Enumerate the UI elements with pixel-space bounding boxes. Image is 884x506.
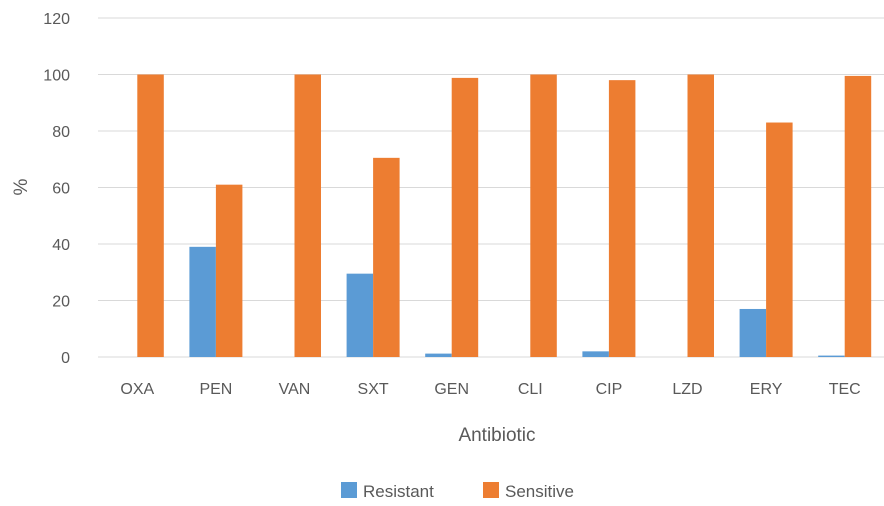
y-tick-label: 80 [52,124,70,141]
bar-resistant-tec [818,355,845,357]
legend-swatch-sensitive [483,482,499,498]
legend-label-sensitive: Sensitive [505,482,574,501]
bars [137,74,872,358]
bar-resistant-ery [739,308,767,357]
bar-sensitive-sxt [373,157,400,357]
x-axis-title: Antibiotic [458,425,535,446]
legend: Resistant Sensitive [341,482,574,501]
x-tick-label: LZD [672,381,702,398]
bar-resistant-sxt [346,273,374,357]
bar-sensitive-gen [451,77,479,357]
y-tick-label: 100 [43,68,70,85]
x-tick-label: OXA [120,381,154,398]
x-tick-label: CLI [518,381,543,398]
bar-sensitive-pen [215,184,243,357]
bar-sensitive-oxa [137,74,164,357]
x-tick-label: SXT [358,381,389,398]
y-tick-label: 20 [52,294,70,311]
bar-sensitive-cli [530,74,557,357]
legend-swatch-resistant [341,482,357,498]
bar-sensitive-van [294,74,321,357]
bar-sensitive-ery [766,122,793,358]
bar-sensitive-cip [608,80,636,358]
y-tick-label: 60 [52,181,70,198]
bar-resistant-pen [189,246,216,357]
y-axis-ticks: 0 20 40 60 80 100 120 [43,11,70,367]
x-axis-ticks: OXA PEN VAN SXT GEN CLI CIP LZD ERY TEC [120,381,860,398]
x-tick-label: GEN [434,381,469,398]
y-tick-label: 0 [61,350,70,367]
y-tick-label: 40 [52,237,70,254]
bar-sensitive-tec [844,75,872,357]
x-tick-label: CIP [596,381,623,398]
y-tick-label: 120 [43,11,70,28]
y-axis-title: % [11,178,32,195]
bar-resistant-gen [425,353,452,357]
x-tick-label: ERY [750,381,783,398]
x-tick-label: PEN [199,381,232,398]
legend-label-resistant: Resistant [363,482,434,501]
bar-sensitive-lzd [687,74,714,357]
x-tick-label: TEC [829,381,861,398]
x-tick-label: VAN [279,381,311,398]
bar-resistant-cip [582,351,609,357]
